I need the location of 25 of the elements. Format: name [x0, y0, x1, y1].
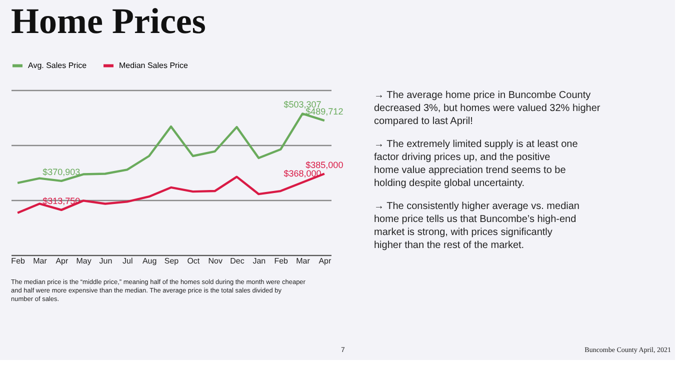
x-tick-label: Aug	[142, 256, 157, 266]
data-label: $370,903	[42, 166, 80, 177]
x-tick-label: Apr	[56, 256, 68, 266]
legend-label: Avg. Sales Price	[28, 60, 88, 70]
x-tick-label: May	[76, 256, 92, 266]
x-tick-label: Jul	[122, 256, 133, 266]
x-tick-label: Mar	[33, 256, 48, 266]
text: → The average home price in Buncombe County decreased 3%, but homes were valued 32% higher compared to last April!	[374, 90, 601, 127]
x-tick-label: Jan	[252, 256, 266, 266]
data-label: $368,000	[284, 168, 322, 178]
x-tick-label: Sep	[164, 256, 180, 266]
text: → The consistently higher average vs. median home price tells us that Buncombe’s high-end market is strong, with prices significantly higher than the rest of the market.	[374, 201, 580, 251]
legend-label: Median Sales Price	[119, 60, 188, 70]
chart-title: Home Prices	[11, 1, 206, 41]
x-tick-label: Nov	[208, 256, 222, 266]
x-tick-label: Jun	[99, 256, 112, 266]
x-tick-label: Mar	[296, 256, 310, 266]
x-tick-label: Feb	[11, 256, 26, 266]
x-tick-label: Dec	[230, 256, 244, 266]
x-tick-label: Oct	[187, 256, 200, 266]
text: → The extremely limited supply is at least one factor driving prices up, and the positive home value appreciation trend seems to be holding despite global uncertainty.	[374, 139, 578, 189]
x-tick-label: Feb	[274, 256, 289, 266]
x-tick-label: Apr	[318, 256, 332, 266]
data-label: $385,000	[306, 160, 344, 170]
data-label: $313,750	[42, 196, 80, 206]
